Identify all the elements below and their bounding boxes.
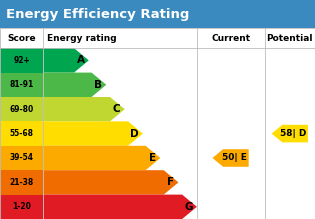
Text: 92+: 92+ — [13, 56, 30, 65]
Text: 55-68: 55-68 — [10, 129, 34, 138]
Text: A: A — [77, 55, 85, 65]
Bar — [0, 195, 43, 219]
Text: 58| D: 58| D — [280, 129, 306, 138]
Polygon shape — [43, 48, 89, 72]
Bar — [0, 28, 315, 219]
Text: Energy rating: Energy rating — [47, 34, 116, 43]
Bar — [0, 97, 43, 121]
Bar — [0, 28, 315, 219]
Text: 50| E: 50| E — [222, 154, 247, 162]
Text: Potential: Potential — [266, 34, 313, 43]
Text: 39-54: 39-54 — [10, 154, 34, 162]
Polygon shape — [43, 146, 160, 170]
Text: Current: Current — [211, 34, 250, 43]
Text: 81-91: 81-91 — [10, 80, 34, 89]
Text: F: F — [167, 177, 174, 187]
Polygon shape — [43, 195, 197, 219]
Text: 21-38: 21-38 — [10, 178, 34, 187]
Text: D: D — [130, 129, 139, 139]
Bar — [0, 146, 43, 170]
Text: E: E — [149, 153, 156, 163]
Polygon shape — [43, 72, 106, 97]
Text: Score: Score — [8, 34, 36, 43]
Polygon shape — [212, 149, 249, 167]
Text: C: C — [113, 104, 120, 114]
Polygon shape — [43, 121, 143, 146]
Bar — [0, 72, 43, 97]
Text: 1-20: 1-20 — [12, 202, 31, 211]
Bar — [0, 121, 43, 146]
Bar — [0, 48, 43, 72]
Bar — [0, 170, 43, 195]
Polygon shape — [43, 170, 179, 195]
Text: G: G — [185, 202, 193, 212]
Polygon shape — [272, 125, 308, 142]
Text: 69-80: 69-80 — [10, 105, 34, 114]
Text: B: B — [94, 80, 102, 90]
Bar — [0, 0, 315, 28]
Polygon shape — [43, 97, 125, 121]
Text: Energy Efficiency Rating: Energy Efficiency Rating — [6, 7, 189, 21]
